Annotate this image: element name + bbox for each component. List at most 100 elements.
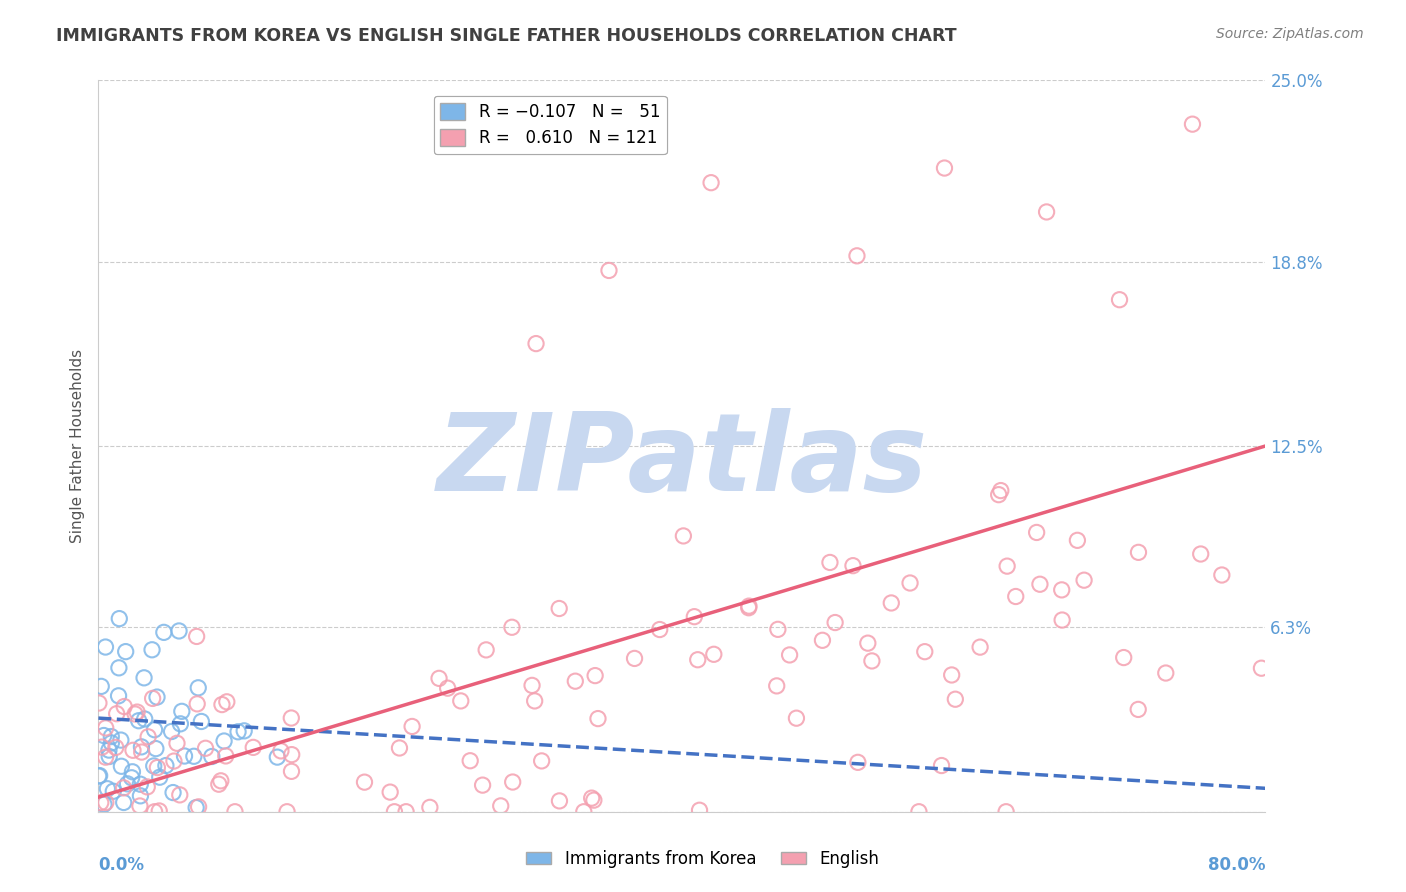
Point xyxy=(818,556,841,570)
Point xyxy=(995,559,1018,574)
Point xyxy=(94,796,117,810)
Point xyxy=(524,336,547,351)
Point xyxy=(131,745,153,759)
Point xyxy=(153,625,176,640)
Point xyxy=(129,789,152,803)
Point xyxy=(501,620,523,634)
Point xyxy=(943,692,966,706)
Point xyxy=(108,612,131,626)
Point xyxy=(143,723,166,737)
Point xyxy=(842,558,865,573)
Point xyxy=(1189,547,1212,561)
Point xyxy=(170,704,193,718)
Point xyxy=(173,749,195,764)
Point xyxy=(572,805,595,819)
Point xyxy=(914,645,936,659)
Point xyxy=(765,679,787,693)
Point xyxy=(112,796,135,810)
Point xyxy=(689,803,711,817)
Point xyxy=(103,784,125,798)
Point xyxy=(856,636,879,650)
Point xyxy=(672,529,695,543)
Point xyxy=(880,596,903,610)
Point xyxy=(738,599,761,613)
Point xyxy=(489,798,512,813)
Point xyxy=(475,643,498,657)
Point xyxy=(169,716,191,731)
Point xyxy=(1112,650,1135,665)
Point xyxy=(995,805,1018,819)
Point xyxy=(190,714,212,729)
Point xyxy=(436,681,458,695)
Point xyxy=(201,749,224,764)
Point xyxy=(100,730,122,744)
Text: 80.0%: 80.0% xyxy=(1208,855,1265,873)
Point xyxy=(87,769,110,783)
Point xyxy=(564,674,586,689)
Point xyxy=(90,740,112,755)
Point xyxy=(969,640,991,654)
Point xyxy=(90,679,112,693)
Point xyxy=(384,805,406,819)
Point xyxy=(127,705,149,719)
Point xyxy=(703,648,725,662)
Point xyxy=(502,775,524,789)
Point xyxy=(860,654,883,668)
Point xyxy=(582,793,605,807)
Point xyxy=(1128,702,1150,716)
Point xyxy=(209,773,232,788)
Point xyxy=(162,786,184,800)
Point xyxy=(110,733,132,747)
Point xyxy=(94,750,117,764)
Point xyxy=(458,754,481,768)
Point xyxy=(163,754,186,768)
Point xyxy=(548,601,571,615)
Point xyxy=(146,690,169,704)
Point xyxy=(280,747,302,762)
Point xyxy=(129,777,152,791)
Text: Source: ZipAtlas.com: Source: ZipAtlas.com xyxy=(1216,27,1364,41)
Point xyxy=(530,754,553,768)
Legend: Immigrants from Korea, English: Immigrants from Korea, English xyxy=(520,844,886,875)
Point xyxy=(427,671,450,685)
Point xyxy=(987,488,1010,502)
Point xyxy=(132,671,155,685)
Text: IMMIGRANTS FROM KOREA VS ENGLISH SINGLE FATHER HOUSEHOLDS CORRELATION CHART: IMMIGRANTS FROM KOREA VS ENGLISH SINGLE … xyxy=(56,27,957,45)
Point xyxy=(846,756,869,770)
Point xyxy=(353,775,375,789)
Point xyxy=(194,741,217,756)
Point xyxy=(471,778,494,792)
Point xyxy=(187,681,209,695)
Point xyxy=(212,734,235,748)
Point xyxy=(148,804,170,818)
Point xyxy=(94,640,117,654)
Point xyxy=(131,739,153,754)
Point xyxy=(215,748,238,763)
Point xyxy=(1128,545,1150,559)
Point xyxy=(990,483,1012,498)
Point xyxy=(94,721,117,735)
Point xyxy=(98,749,121,764)
Point xyxy=(211,698,233,712)
Point xyxy=(242,740,264,755)
Point xyxy=(683,609,706,624)
Point xyxy=(898,576,921,591)
Point xyxy=(908,805,931,819)
Point xyxy=(1035,205,1057,219)
Point xyxy=(149,770,172,784)
Point xyxy=(100,736,122,750)
Point xyxy=(1029,577,1052,591)
Point xyxy=(280,764,302,779)
Point xyxy=(110,759,132,773)
Point xyxy=(811,633,834,648)
Point xyxy=(160,724,183,739)
Point xyxy=(1004,590,1026,604)
Point xyxy=(183,749,205,764)
Text: ZIPatlas: ZIPatlas xyxy=(436,408,928,514)
Point xyxy=(1073,573,1095,587)
Point xyxy=(186,697,208,711)
Point xyxy=(224,805,246,819)
Point xyxy=(136,730,159,744)
Point xyxy=(112,699,135,714)
Point xyxy=(686,653,709,667)
